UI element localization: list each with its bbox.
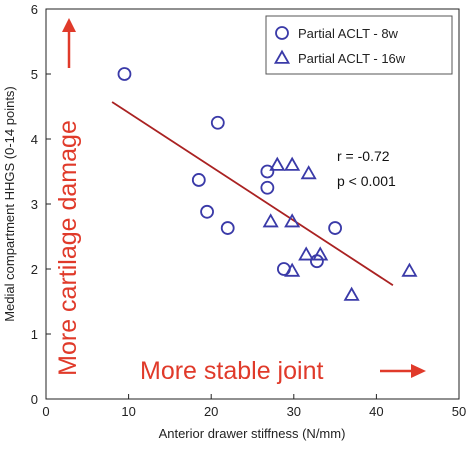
data-point-16w [284, 156, 301, 171]
x-axis-title: Anterior drawer stiffness (N/mm) [159, 426, 346, 441]
x-tick-label: 30 [287, 404, 301, 419]
data-point-16w [269, 156, 286, 171]
more-cartilage-damage-label: More cartilage damage [54, 120, 82, 376]
legend-box [265, 15, 453, 75]
more-stable-joint-label: More stable joint [140, 357, 323, 385]
x-tick-label: 20 [204, 404, 218, 419]
legend: Partial ACLT - 8w Partial ACLT - 16w [265, 15, 453, 75]
data-point-16w [298, 246, 315, 261]
up-arrow-icon [62, 18, 76, 68]
legend-label-16w: Partial ACLT - 16w [298, 51, 406, 66]
y-direction-annotation: More cartilage damage [54, 18, 82, 376]
y-axis-title: Medial compartment HHGS (0-14 points) [2, 86, 17, 322]
data-point-8w [117, 67, 132, 81]
y-tick-label: 0 [31, 392, 38, 407]
y-tick-label: 4 [31, 132, 38, 147]
data-points [117, 67, 418, 301]
y-tick-label: 1 [31, 327, 38, 342]
legend-label-8w: Partial ACLT - 8w [298, 26, 399, 41]
data-point-8w [260, 180, 275, 195]
data-point-8w [200, 204, 214, 219]
legend-circle-marker [275, 26, 289, 40]
data-point-16w [300, 165, 317, 180]
data-point-8w [310, 254, 324, 269]
y-tick-label: 2 [31, 262, 38, 277]
data-point-8w [191, 173, 206, 187]
y-tick-label: 6 [31, 2, 38, 17]
p-value-label: p < 0.001 [337, 173, 396, 189]
correlation-r-label: r = -0.72 [337, 148, 390, 164]
x-tick-label: 40 [369, 404, 383, 419]
legend-triangle-marker [273, 49, 291, 64]
data-point-16w [312, 246, 329, 261]
data-point-16w [262, 213, 279, 228]
data-point-16w [284, 213, 301, 228]
x-direction-annotation: More stable joint [140, 357, 426, 385]
x-tick-label: 0 [42, 404, 49, 419]
data-point-8w [210, 115, 225, 130]
data-point-16w [284, 262, 301, 277]
x-tick-label: 50 [452, 404, 466, 419]
right-arrow-icon [380, 364, 426, 378]
data-point-16w [401, 262, 418, 277]
y-tick-label: 5 [31, 67, 38, 82]
legend-triangle-icon [273, 49, 291, 64]
data-point-8w [328, 221, 343, 235]
data-point-16w [343, 286, 360, 301]
data-point-8w [220, 221, 235, 235]
y-tick-label: 3 [31, 197, 38, 212]
trend-line [111, 101, 394, 287]
y-axis-ticks: 0 1 2 3 4 5 6 [31, 2, 51, 407]
legend-circle-icon [275, 26, 289, 40]
data-point-8w [260, 164, 275, 179]
x-axis-ticks: 0 10 20 30 40 50 [42, 394, 466, 419]
x-tick-label: 10 [121, 404, 135, 419]
